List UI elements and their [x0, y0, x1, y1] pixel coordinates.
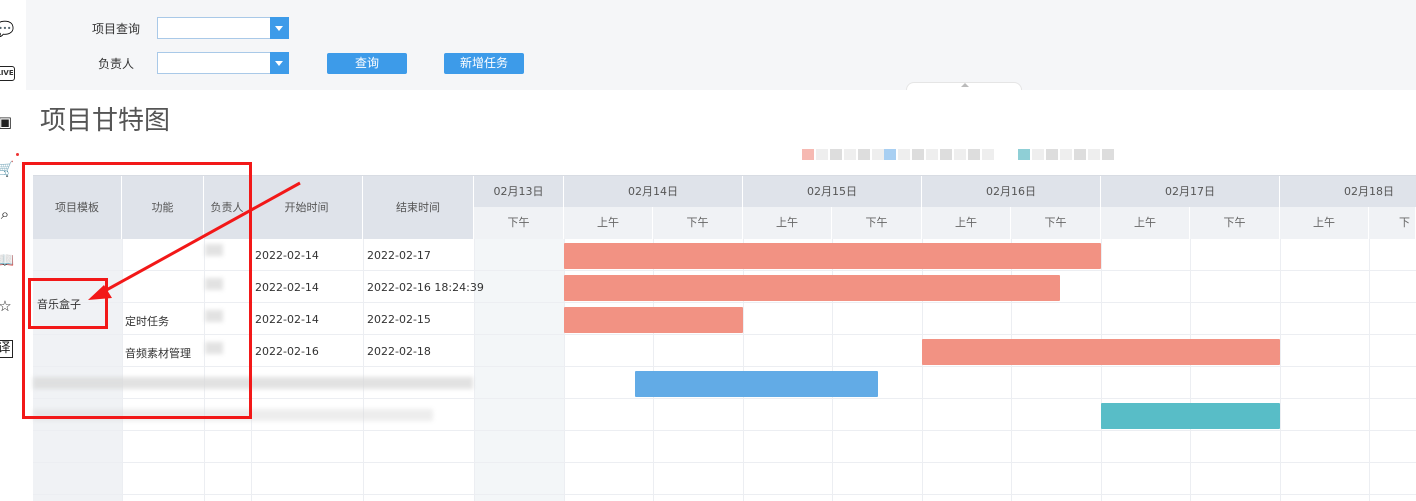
owner-label: 负责人 [98, 57, 135, 71]
day-header: 02月14日 [564, 176, 743, 207]
grid-line [1011, 239, 1012, 501]
day-header: 02月17日 [1101, 176, 1280, 207]
half-day-header: 下午 [1011, 207, 1101, 239]
table-row[interactable] [33, 463, 1416, 495]
half-day-header: 下 [1369, 207, 1416, 239]
chevron-down-icon[interactable] [270, 17, 289, 39]
star-icon[interactable]: ☆ [0, 297, 12, 315]
header-start: 开始时间 [251, 176, 363, 239]
redacted-row [33, 377, 473, 389]
gantt-bar[interactable] [564, 275, 1060, 301]
grid-line [1101, 239, 1102, 501]
half-day-header: 下午 [653, 207, 743, 239]
feature-cell: 定时任务 [125, 315, 169, 328]
day-header: 02月15日 [743, 176, 922, 207]
comment-icon[interactable]: 💬 [0, 20, 15, 38]
end-cell: 2022-02-17 [367, 249, 431, 262]
day-header: 02月13日 [474, 176, 564, 207]
legend-teal [1018, 149, 1114, 160]
left-sidebar: 💬 LIVE ▣ 🛒 ⌕ 📖 ☆ 译 [0, 0, 26, 500]
half-day-header: 上午 [564, 207, 653, 239]
end-cell: 2022-02-15 [367, 313, 431, 326]
grid-line [743, 239, 744, 501]
owner-select[interactable] [157, 52, 289, 74]
table-row[interactable] [33, 431, 1416, 463]
half-day-header: 下午 [474, 207, 564, 239]
table-row[interactable] [33, 367, 1416, 399]
gantt-chart: 项目模板 功能 负责人 开始时间 结束时间 02月13日 02月14日 02月1… [33, 175, 1416, 501]
page-title: 项目甘特图 [40, 106, 171, 136]
grid-line [922, 239, 923, 501]
start-cell: 2022-02-16 [255, 345, 319, 358]
translate-icon[interactable]: 译 [0, 340, 13, 358]
half-day-header: 下午 [1190, 207, 1280, 239]
grid-line [474, 239, 475, 501]
feature-cell: 音频素材管理 [125, 347, 191, 360]
half-day-header: 下午 [832, 207, 922, 239]
project-template-name: 音乐盒子 [37, 298, 81, 311]
grid-line [1369, 239, 1370, 501]
half-day-header: 上午 [1280, 207, 1369, 239]
start-cell: 2022-02-14 [255, 281, 319, 294]
day-header: 02月16日 [922, 176, 1101, 207]
project-query-label: 项目查询 [92, 22, 141, 36]
half-day-header: 上午 [743, 207, 832, 239]
table-row[interactable] [33, 335, 1416, 367]
gantt-bar[interactable] [1101, 403, 1280, 429]
start-cell: 2022-02-14 [255, 249, 319, 262]
grid-line [832, 239, 833, 501]
gantt-bar[interactable] [564, 243, 1101, 269]
half-day-header: 上午 [922, 207, 1011, 239]
notification-dot [16, 153, 19, 156]
table-row[interactable] [33, 303, 1416, 335]
cart-icon[interactable]: 🛒 [0, 160, 15, 178]
redacted-owner [205, 310, 223, 322]
end-cell: 2022-02-16 18:24:39 [367, 281, 484, 294]
grid-line [653, 239, 654, 501]
table-row[interactable] [33, 239, 1416, 271]
annotation-highlight-box [28, 278, 108, 329]
collapse-filter-handle[interactable] [906, 82, 1022, 90]
grid-line [204, 239, 205, 501]
project-query-select[interactable] [157, 17, 289, 39]
table-row[interactable] [33, 399, 1416, 431]
day-header: 02月18日 [1280, 176, 1416, 207]
start-cell: 2022-02-14 [255, 313, 319, 326]
grid-line [564, 239, 565, 501]
new-task-button[interactable]: 新增任务 [444, 53, 524, 74]
query-button[interactable]: 查询 [327, 53, 407, 74]
book-icon[interactable]: 📖 [0, 251, 15, 269]
legend-blue [884, 149, 994, 160]
gantt-bar[interactable] [635, 371, 878, 397]
search-icon[interactable]: ⌕ [0, 205, 10, 223]
gantt-bar[interactable] [922, 339, 1280, 365]
redacted-owner [205, 342, 223, 354]
header-end: 结束时间 [363, 176, 474, 239]
table-row[interactable] [33, 271, 1416, 303]
past-day-shade [474, 239, 564, 501]
grid-line [122, 239, 123, 501]
legend-pink [802, 149, 884, 160]
grid-line [1280, 239, 1281, 501]
chevron-down-icon[interactable] [270, 52, 289, 74]
grid-line [1190, 239, 1191, 501]
live-icon[interactable]: LIVE [0, 66, 15, 81]
grid-line [363, 239, 364, 501]
filter-panel: 项目查询 负责人 查询 新增任务 [26, 0, 1416, 90]
end-cell: 2022-02-18 [367, 345, 431, 358]
gantt-bar[interactable] [564, 307, 743, 333]
half-day-header: 上午 [1101, 207, 1190, 239]
video-icon[interactable]: ▣ [0, 113, 13, 131]
